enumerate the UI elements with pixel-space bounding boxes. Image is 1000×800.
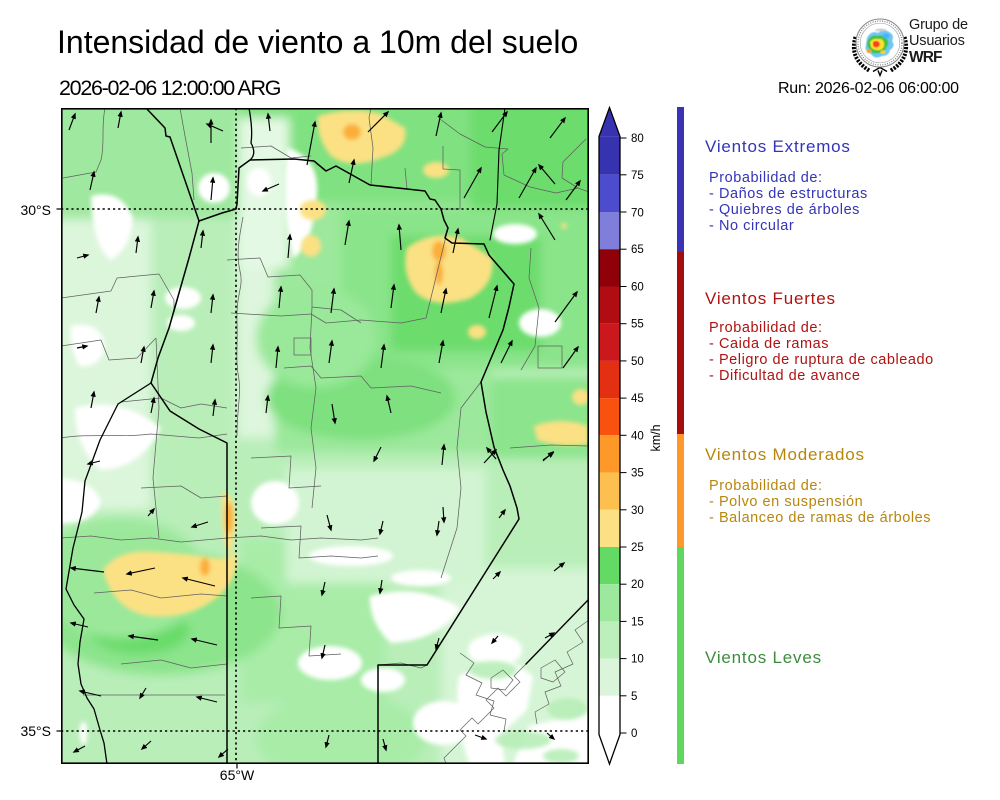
svg-text:75: 75	[631, 170, 644, 182]
svg-text:65: 65	[631, 244, 644, 256]
svg-text:45: 45	[631, 393, 644, 405]
svg-text:20: 20	[631, 579, 644, 591]
svg-text:50: 50	[631, 356, 644, 368]
svg-text:0: 0	[631, 728, 637, 740]
svg-text:80: 80	[631, 133, 644, 145]
svg-text:30: 30	[631, 505, 644, 517]
svg-text:25: 25	[631, 542, 644, 554]
svg-text:10: 10	[631, 654, 644, 666]
svg-text:km/h: km/h	[649, 424, 663, 451]
svg-text:70: 70	[631, 207, 644, 219]
svg-text:35: 35	[631, 468, 644, 480]
svg-text:40: 40	[631, 430, 644, 442]
svg-text:55: 55	[631, 319, 644, 331]
svg-text:15: 15	[631, 616, 644, 628]
svg-text:60: 60	[631, 282, 644, 294]
svg-text:5: 5	[631, 691, 637, 703]
